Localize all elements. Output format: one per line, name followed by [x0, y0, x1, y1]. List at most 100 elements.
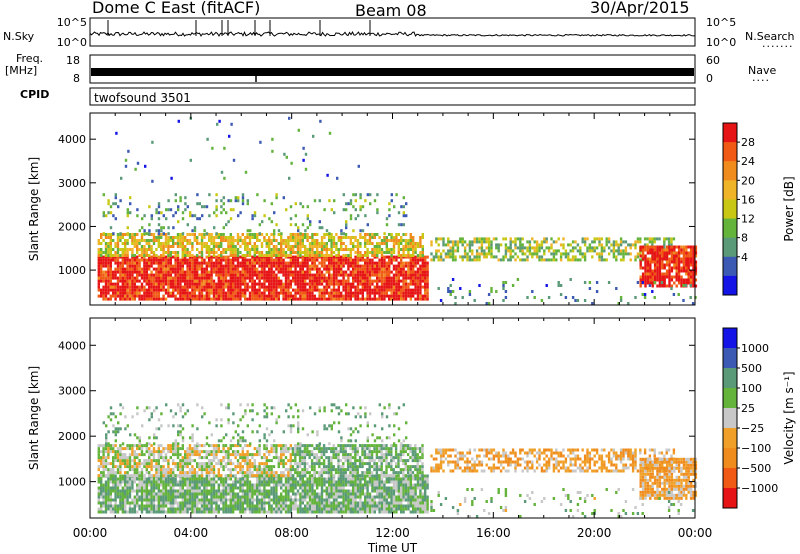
data-cell: [186, 254, 189, 257]
data-cell: [301, 255, 304, 259]
data-cell: [325, 510, 328, 514]
data-cell: [342, 297, 345, 301]
data-cell: [366, 294, 369, 298]
data-cell: [538, 249, 541, 253]
data-cell: [296, 288, 300, 292]
data-cell: [268, 495, 271, 499]
data-cell: [263, 258, 266, 262]
data-cell: [179, 258, 182, 262]
data-cell: [270, 202, 273, 206]
data-cell: [248, 236, 252, 239]
data-cell: [239, 489, 242, 493]
data-cell: [248, 279, 252, 283]
data-cell: [282, 498, 285, 502]
data-cell: [651, 237, 654, 241]
data-cell: [239, 501, 242, 505]
data-cell: [215, 208, 218, 212]
data-cell: [653, 245, 657, 249]
data-cell: [260, 498, 264, 502]
data-cell: [224, 483, 228, 487]
data-cell: [212, 239, 216, 242]
data-cell: [116, 270, 120, 274]
data-cell: [564, 252, 568, 256]
data-cell: [313, 261, 316, 265]
data-cell: [184, 245, 187, 248]
data-cell: [248, 258, 252, 262]
data-cell: [694, 272, 698, 276]
data-cell: [323, 264, 326, 268]
data-cell: [157, 232, 161, 236]
data-cell: [684, 284, 688, 287]
data-cell: [407, 282, 410, 286]
data-cell: [332, 507, 336, 511]
data-cell: [359, 258, 362, 262]
data-cell: [299, 264, 302, 268]
data-cell: [675, 272, 678, 276]
data-cell: [246, 267, 249, 271]
data-cell: [138, 294, 141, 298]
data-cell: [347, 294, 350, 298]
data-cell: [181, 217, 185, 221]
data-cell: [304, 229, 307, 233]
data-cell: [174, 279, 177, 283]
data-cell: [191, 245, 194, 248]
data-cell: [107, 480, 110, 484]
data-cell: [109, 242, 112, 245]
data-cell: [179, 486, 182, 490]
data-cell: [332, 264, 336, 268]
data-cell: [287, 242, 290, 245]
data-cell: [148, 498, 151, 502]
data-cell: [157, 217, 161, 221]
data-cell: [224, 480, 228, 484]
data-cell: [157, 282, 160, 286]
data-cell: [196, 288, 199, 292]
data-cell: [412, 276, 415, 280]
data-cell: [179, 495, 182, 499]
data-cell: [155, 267, 158, 271]
data-cell: [244, 285, 247, 289]
data-cell: [220, 282, 223, 286]
data-cell: [229, 236, 232, 239]
data-cell: [112, 255, 115, 259]
data-cell: [105, 214, 108, 218]
data-cell: [528, 243, 532, 247]
data-cell: [186, 233, 189, 236]
data-cell: [502, 284, 505, 287]
data-cell: [272, 489, 276, 493]
data-cell: [682, 278, 686, 282]
data-cell: [181, 492, 184, 496]
data-cell: [397, 261, 400, 265]
data-cell: [270, 276, 273, 280]
data-cell: [404, 273, 408, 277]
data-cell: [284, 498, 288, 502]
data-cell: [468, 240, 472, 244]
data-cell: [176, 276, 180, 280]
data-cell: [275, 282, 278, 286]
data-cell: [275, 288, 278, 292]
data-cell: [138, 254, 141, 257]
data-cell: [179, 477, 182, 481]
data-cell: [191, 279, 194, 283]
data-cell: [392, 285, 396, 289]
data-cell: [692, 254, 695, 258]
data-cell: [557, 237, 560, 241]
data-cell: [143, 276, 146, 280]
data-cell: [124, 480, 127, 484]
data-cell: [112, 254, 115, 257]
data-cell: [260, 507, 264, 511]
data-cell: [143, 279, 146, 283]
data-cell: [136, 501, 139, 505]
data-cell: [388, 233, 391, 236]
data-cell: [519, 243, 522, 247]
data-cell: [143, 264, 146, 268]
data-cell: [316, 258, 319, 262]
data-cell: [169, 273, 172, 277]
data-cell: [275, 483, 278, 487]
data-cell: [361, 236, 364, 239]
data-cell: [680, 284, 683, 288]
data-cell: [196, 254, 199, 257]
data-cell: [227, 267, 230, 271]
data-cell: [371, 233, 374, 236]
data-cell: [119, 507, 122, 511]
data-cell: [280, 288, 283, 292]
